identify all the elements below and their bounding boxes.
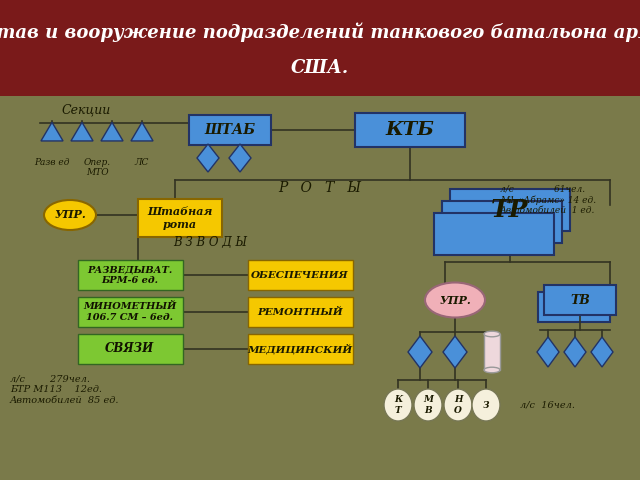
Polygon shape [71,122,93,141]
Text: ТВ: ТВ [570,293,590,307]
Polygon shape [229,144,251,172]
FancyBboxPatch shape [0,0,640,96]
FancyBboxPatch shape [189,115,271,145]
Text: США.: США. [291,59,349,77]
Text: Разв ед: Разв ед [35,158,70,167]
Polygon shape [537,337,559,367]
Text: З: З [483,400,489,409]
Text: МЕДИЦИНСКИЙ: МЕДИЦИНСКИЙ [248,344,353,354]
FancyBboxPatch shape [138,199,222,237]
Text: МИНОМЕТНЫЙ
106.7 СМ – 6ед.: МИНОМЕТНЫЙ 106.7 СМ – 6ед. [83,302,177,322]
Text: Р   О   Т   Ы: Р О Т Ы [278,181,362,195]
Text: ОБЕСПЕЧЕНИЯ: ОБЕСПЕЧЕНИЯ [251,271,349,279]
FancyBboxPatch shape [450,189,570,231]
FancyBboxPatch shape [77,260,182,290]
Text: РЕМОНТНЫЙ: РЕМОНТНЫЙ [257,308,343,316]
Polygon shape [41,122,63,141]
Text: М
В: М В [423,396,433,415]
Text: л/с              61чел.
М1 «Абрамс» 14 ед.
Автомобилей  1 ед.: л/с 61чел. М1 «Абрамс» 14 ед. Автомобиле… [500,185,596,216]
Ellipse shape [44,200,96,230]
Text: ТР: ТР [492,198,529,222]
FancyBboxPatch shape [77,334,182,364]
Polygon shape [408,336,432,368]
Text: СВЯЗИ: СВЯЗИ [106,343,155,356]
Text: К
Т: К Т [394,396,402,415]
FancyBboxPatch shape [355,113,465,147]
Ellipse shape [444,389,472,421]
Ellipse shape [425,283,485,317]
Ellipse shape [414,389,442,421]
FancyBboxPatch shape [248,297,353,327]
Text: л/с  16чел.: л/с 16чел. [520,400,575,409]
Ellipse shape [484,367,500,373]
Text: ШТАБ: ШТАБ [204,123,255,137]
Polygon shape [564,337,586,367]
Text: УПР.: УПР. [439,295,471,305]
Polygon shape [197,144,219,172]
FancyBboxPatch shape [484,334,500,370]
Ellipse shape [472,389,500,421]
Text: Состав и вооружение подразделений танкового батальона армии: Состав и вооружение подразделений танков… [0,22,640,42]
Text: ЛС: ЛС [135,158,149,167]
FancyBboxPatch shape [442,201,562,243]
Polygon shape [443,336,467,368]
Ellipse shape [384,389,412,421]
FancyBboxPatch shape [434,213,554,255]
Text: УПР.: УПР. [54,209,86,220]
FancyBboxPatch shape [248,334,353,364]
Polygon shape [131,122,153,141]
Text: РАЗВЕДЫВАТ.
БРМ-6 ед.: РАЗВЕДЫВАТ. БРМ-6 ед. [88,265,173,285]
Polygon shape [101,122,123,141]
Polygon shape [591,337,613,367]
Text: КТБ: КТБ [385,121,435,139]
FancyBboxPatch shape [77,297,182,327]
Text: л/с        279чел.
БТР М113    12ед.
Автомобилей  85 ед.: л/с 279чел. БТР М113 12ед. Автомобилей 8… [10,375,120,405]
FancyBboxPatch shape [544,285,616,315]
FancyBboxPatch shape [538,292,610,322]
FancyBboxPatch shape [248,260,353,290]
Text: Штабная
рота: Штабная рота [147,206,212,230]
Text: Секции: Секции [62,104,111,117]
Ellipse shape [484,331,500,337]
Text: Опер.
МТО: Опер. МТО [83,158,111,178]
Text: Н
О: Н О [454,396,462,415]
Text: В З В О Д Ы: В З В О Д Ы [173,236,247,249]
